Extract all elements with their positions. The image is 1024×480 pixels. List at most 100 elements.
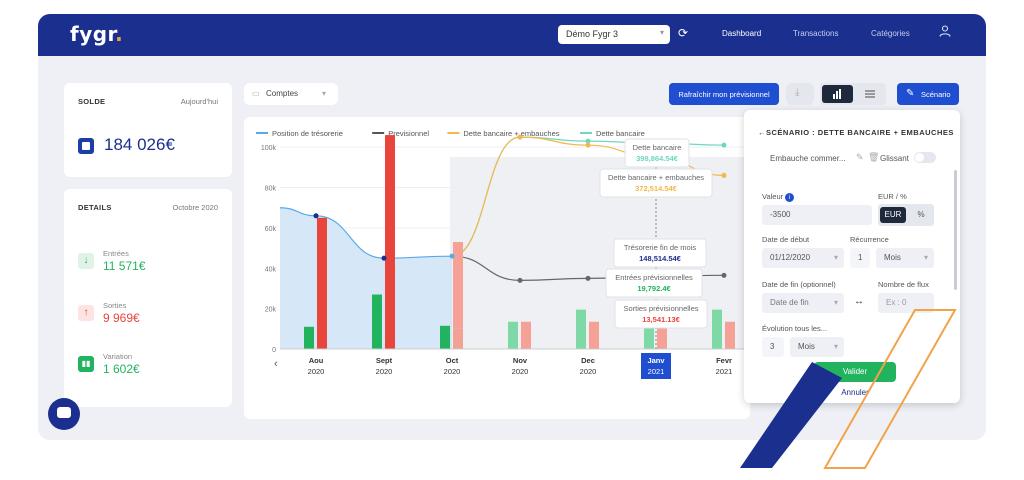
solde-amount: 184 026€ bbox=[104, 135, 175, 154]
valeur-input[interactable]: -3500 bbox=[762, 205, 872, 225]
trash-icon[interactable]: 🗑 bbox=[868, 152, 880, 162]
info-icon[interactable]: i bbox=[785, 193, 795, 202]
unit-toggle: EUR % bbox=[878, 204, 934, 226]
details-card: DETAILS Octobre 2020 ↓ Entrées 11 571€ ↑… bbox=[64, 189, 232, 407]
chevron-down-icon: ▾ bbox=[833, 342, 838, 351]
decorative-shapes bbox=[740, 309, 957, 469]
x-tick-month: Janv bbox=[647, 356, 665, 365]
chart-view-button[interactable] bbox=[822, 85, 853, 103]
refresh-icon[interactable]: ⟳ bbox=[678, 26, 689, 40]
tooltip-value: 13,541.13€ bbox=[642, 315, 680, 324]
y-tick-label: 20k bbox=[265, 307, 277, 314]
x-tick-year: 2021 bbox=[648, 367, 665, 376]
nav-categories[interactable]: Catégories bbox=[871, 29, 910, 38]
sorties-bar-forecast bbox=[453, 242, 463, 329]
scrollbar[interactable] bbox=[954, 170, 957, 290]
sorties-bar bbox=[657, 321, 667, 349]
nav-dashboard[interactable]: Dashboard bbox=[722, 29, 762, 38]
unit-label: EUR / % bbox=[878, 192, 907, 201]
account-select[interactable]: Démo Fygr 3 ▾ bbox=[558, 25, 670, 44]
recurrence-number[interactable]: 1 bbox=[850, 248, 870, 268]
pencil-icon: ✎ bbox=[906, 88, 915, 99]
table-view-button[interactable] bbox=[856, 85, 884, 103]
unit-eur-button[interactable]: EUR bbox=[880, 207, 906, 223]
tooltip-value: 19,792.4€ bbox=[637, 284, 671, 293]
tooltip-value: 398,864.54€ bbox=[636, 154, 679, 163]
legend-label: Dette bancaire + embauches bbox=[463, 129, 559, 138]
tooltip-title: Dette bancaire bbox=[633, 143, 682, 152]
entrees-bar bbox=[508, 321, 518, 349]
entrees-bar bbox=[576, 309, 586, 349]
sorties-bar bbox=[521, 321, 531, 349]
previsionnel-line-point bbox=[517, 277, 523, 283]
download-icon: ⤓ bbox=[795, 87, 800, 98]
glissant-toggle[interactable] bbox=[914, 152, 936, 163]
dette-embauches-line-point bbox=[585, 142, 591, 148]
solde-label: SOLDE bbox=[78, 97, 106, 106]
nav-transactions[interactable]: Transactions bbox=[793, 29, 839, 38]
nb-flux-label: Nombre de flux bbox=[878, 280, 929, 289]
user-icon[interactable] bbox=[939, 25, 951, 40]
unit-percent-button[interactable]: % bbox=[917, 210, 925, 219]
card-icon: ▭ bbox=[252, 89, 260, 98]
entrees-bar bbox=[440, 325, 450, 349]
scenario-item-name[interactable]: Embauche commer... bbox=[770, 154, 846, 163]
previsionnel-line-point bbox=[721, 272, 727, 278]
chat-bubble-icon[interactable] bbox=[48, 398, 80, 430]
chevron-down-icon: ▾ bbox=[659, 28, 664, 37]
tooltip-box bbox=[599, 168, 713, 198]
recurrence-unit-select[interactable]: Mois ▾ bbox=[876, 248, 934, 268]
date-fin-label: Date de fin (optionnel) bbox=[762, 280, 836, 289]
cashflow-chart: Position de trésorerie Previsionnel Dette … bbox=[256, 129, 750, 379]
app-window: fygr. Démo Fygr 3 ▾ ⟳ Dashboard Transact… bbox=[38, 14, 986, 440]
previsionnel-line-point bbox=[585, 275, 591, 281]
tooltip-box bbox=[605, 268, 703, 298]
x-tick-year: 2020 bbox=[580, 367, 597, 376]
x-tick-month: Sept bbox=[376, 356, 393, 365]
sorties-bar bbox=[589, 321, 599, 349]
entrees-bar bbox=[644, 309, 654, 349]
evolution-unit-select[interactable]: Mois ▾ bbox=[790, 337, 844, 357]
sorties-bar bbox=[385, 135, 395, 349]
date-fin-select[interactable]: Date de fin ▾ bbox=[762, 293, 844, 313]
x-tick-year: 2020 bbox=[444, 367, 461, 376]
refresh-forecast-button[interactable]: Rafraîchir mon prévisionnel bbox=[669, 83, 779, 105]
edit-icon[interactable]: ✎ bbox=[856, 152, 864, 162]
view-toggle bbox=[820, 83, 886, 105]
x-tick-month: Nov bbox=[513, 356, 528, 365]
dette-bancaire-line-point bbox=[585, 138, 591, 144]
chevron-down-icon: ▾ bbox=[833, 298, 838, 307]
evolution-label: Évolution tous les... bbox=[762, 324, 828, 333]
table-icon bbox=[865, 90, 875, 98]
download-button[interactable]: ⤓ bbox=[786, 83, 814, 105]
evolution-number[interactable]: 3 bbox=[762, 337, 784, 357]
tooltip-value: 372,514.54€ bbox=[635, 184, 678, 193]
date-debut-select[interactable]: 01/12/2020 ▾ bbox=[762, 248, 844, 268]
tooltip-title: Entrées prévisionnelles bbox=[615, 273, 693, 282]
entrees-bar bbox=[712, 309, 722, 349]
y-tick-label: 80k bbox=[265, 186, 277, 193]
date-debut-label: Date de début bbox=[762, 235, 810, 244]
scenario-button[interactable]: ✎ Scénario bbox=[897, 83, 959, 105]
annuler-link[interactable]: Annuler bbox=[841, 388, 869, 397]
chevron-down-icon: ▾ bbox=[322, 89, 327, 98]
chart-card: Position de trésorerie Previsionnel Dette … bbox=[244, 117, 750, 419]
position-point bbox=[381, 255, 387, 261]
back-arrow-icon[interactable]: ← bbox=[758, 128, 766, 137]
nb-flux-input[interactable]: Ex : 0 bbox=[878, 293, 934, 313]
solde-card: SOLDE Aujourd'hui 184 026€ bbox=[64, 83, 232, 177]
comptes-select[interactable]: ▭ Comptes ▾ bbox=[244, 83, 338, 105]
scenario-panel: ←SCÉNARIO : DETTE BANCAIRE + EMBAUCHES E… bbox=[744, 110, 960, 403]
details-label: DETAILS bbox=[78, 203, 112, 212]
dette-bancaire-line-point bbox=[721, 142, 727, 148]
decorative-navy-stripe bbox=[740, 362, 842, 468]
x-tick-month: Dec bbox=[581, 356, 595, 365]
legend-label: Previsionnel bbox=[388, 129, 429, 138]
fygr-logo[interactable]: fygr. bbox=[70, 22, 124, 46]
entrees-bar bbox=[304, 326, 314, 349]
tooltip-title: Sorties prévisionnelles bbox=[623, 304, 698, 313]
bar-chart-icon bbox=[833, 89, 841, 99]
dette-embauches-line-point bbox=[721, 172, 727, 178]
x-tick-year: 2020 bbox=[376, 367, 393, 376]
x-tick-month: Fevr bbox=[716, 356, 732, 365]
